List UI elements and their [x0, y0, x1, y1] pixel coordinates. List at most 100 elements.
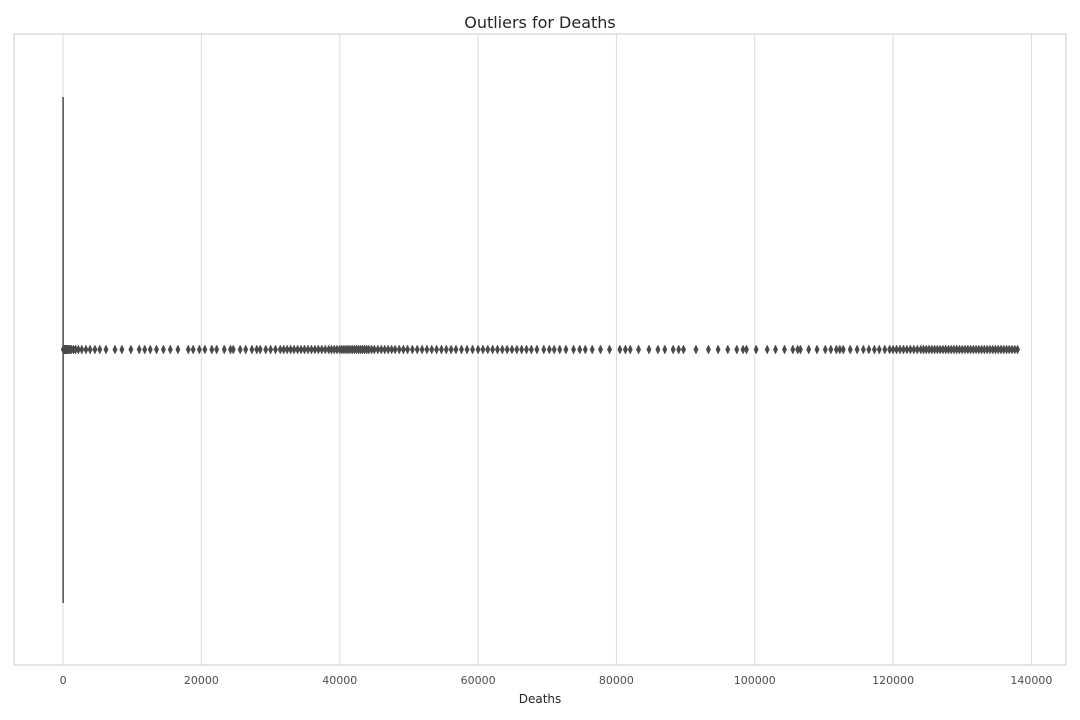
- outlier-point: [524, 344, 529, 355]
- outlier-point: [627, 344, 633, 355]
- outlier-point: [854, 344, 860, 355]
- outlier-point: [438, 344, 444, 355]
- outlier-point: [291, 344, 297, 355]
- outlier-point: [396, 344, 402, 355]
- outlier-point: [185, 344, 191, 355]
- outlier-point: [740, 344, 746, 355]
- outlier-point: [519, 344, 525, 355]
- outlier-point: [142, 344, 148, 355]
- outlier-point: [243, 344, 249, 355]
- outlier-point: [904, 344, 910, 355]
- outlier-point: [681, 344, 686, 355]
- outlier-point: [221, 344, 227, 355]
- outlier-point: [400, 344, 406, 355]
- outlier-point: [571, 344, 577, 355]
- outlier-point: [871, 344, 877, 355]
- outlier-point: [622, 344, 628, 355]
- outlier-point: [119, 344, 125, 355]
- outlier-point: [272, 344, 278, 355]
- outlier-point: [196, 344, 202, 355]
- outlier-point: [725, 344, 731, 355]
- outlier-point: [382, 344, 388, 355]
- outlier-point: [490, 344, 496, 355]
- outlier-point: [202, 344, 208, 355]
- outlier-point: [136, 344, 142, 355]
- outlier-point: [409, 344, 415, 355]
- outlier-point: [268, 344, 274, 355]
- outlier-point: [147, 344, 153, 355]
- outlier-point: [551, 344, 557, 355]
- outlier-point: [308, 344, 314, 355]
- outlier-point: [160, 344, 166, 355]
- outlier-point: [494, 344, 500, 355]
- outlier-point: [589, 344, 595, 355]
- outlier-point: [378, 344, 384, 355]
- outlier-point: [480, 344, 486, 355]
- outlier-point: [797, 344, 803, 355]
- x-tick-label: 60000: [461, 674, 496, 687]
- outlier-point: [315, 344, 321, 355]
- outlier-point: [485, 344, 491, 355]
- outlier-point: [541, 344, 547, 355]
- outlier-point: [92, 344, 98, 355]
- outlier-point: [97, 344, 103, 355]
- outlier-point: [734, 344, 740, 355]
- outlier-point: [822, 344, 828, 355]
- outlier-point: [230, 344, 236, 355]
- outlier-point: [894, 344, 900, 355]
- outlier-point: [459, 344, 464, 355]
- outlier-point: [514, 344, 520, 355]
- outlier-point: [443, 344, 449, 355]
- outlier-point: [112, 344, 118, 355]
- outlier-point: [128, 344, 134, 355]
- outlier-point: [322, 344, 328, 355]
- outlier-point: [375, 344, 381, 355]
- outlier-point: [814, 344, 820, 355]
- outlier-point: [534, 344, 540, 355]
- outlier-point: [557, 344, 563, 355]
- outlier-point: [448, 344, 454, 355]
- outlier-point: [470, 344, 476, 355]
- outlier-point: [464, 344, 470, 355]
- x-axis-label: Deaths: [519, 692, 562, 706]
- outlier-point: [882, 344, 888, 355]
- outlier-point: [900, 344, 906, 355]
- outlier-point: [298, 344, 304, 355]
- outlier-point: [249, 344, 255, 355]
- outlier-point: [175, 344, 181, 355]
- x-tick-label: 100000: [734, 674, 776, 687]
- outlier-point: [876, 344, 882, 355]
- outlier-point: [646, 344, 652, 355]
- outlier-point: [385, 344, 391, 355]
- outlier-point: [833, 344, 839, 355]
- outlier-point: [295, 344, 301, 355]
- outlier-point: [277, 344, 283, 355]
- outlier-point: [662, 344, 668, 355]
- outlier-point: [371, 344, 377, 355]
- outlier-point: [405, 344, 411, 355]
- x-tick-layer: 0 20000 40000 60000 80000 100000 120000 140000: [60, 674, 1053, 687]
- x-tick-label: 80000: [599, 674, 634, 687]
- outlier-point: [237, 344, 243, 355]
- outlier-point: [1015, 344, 1021, 355]
- outlier-point: [83, 344, 89, 355]
- outlier-point: [389, 344, 395, 355]
- outlier-point: [154, 344, 159, 355]
- outlier-point: [167, 344, 173, 355]
- outlier-point: [528, 344, 534, 355]
- outlier-point: [434, 344, 440, 355]
- outlier-point: [636, 344, 642, 355]
- outlier-point: [209, 344, 215, 355]
- outlier-point: [743, 344, 749, 355]
- outlier-point: [302, 344, 307, 355]
- outlier-point: [806, 344, 812, 355]
- outlier-point: [424, 344, 430, 355]
- outlier-point: [79, 344, 85, 355]
- outlier-point: [790, 344, 796, 355]
- plot-area-frame: [13, 33, 1067, 666]
- chart-title: Outliers for Deaths: [464, 13, 616, 32]
- outlier-point: [312, 344, 318, 355]
- outlier-point: [546, 344, 552, 355]
